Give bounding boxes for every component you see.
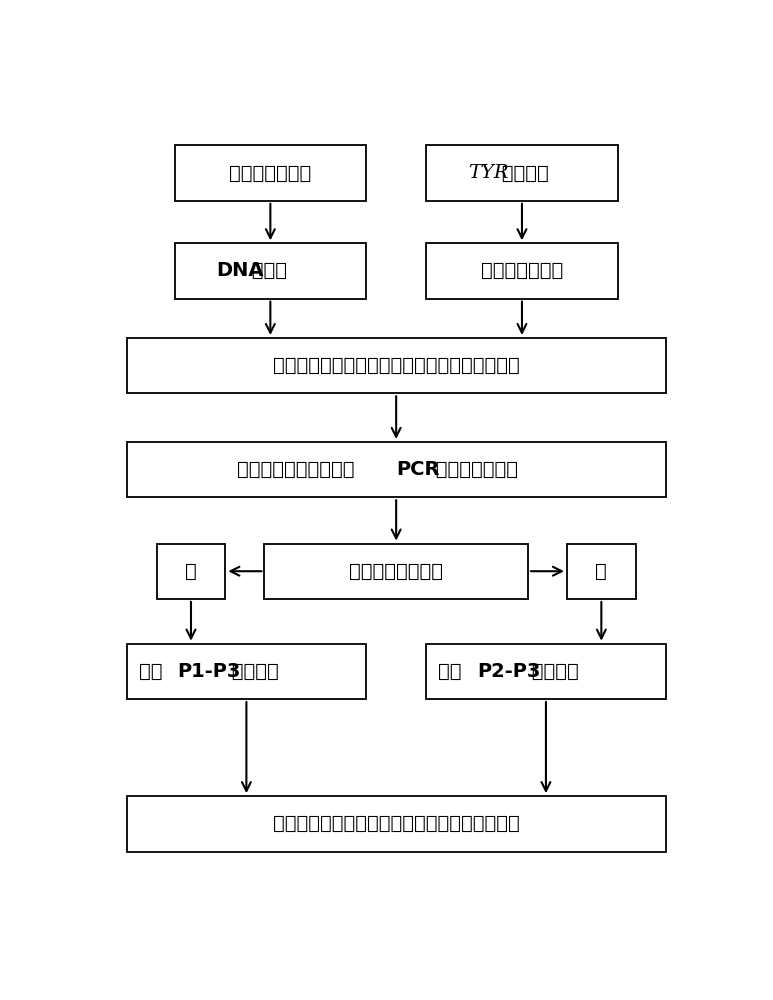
Bar [127, 442, 666, 497]
Bar [156, 544, 226, 599]
Bar [426, 243, 618, 299]
Text: 否: 否 [595, 562, 608, 581]
Bar [176, 246, 364, 296]
Text: 扩增产物: 扩增产物 [226, 662, 279, 681]
Text: P1-P3: P1-P3 [178, 662, 241, 681]
Bar [127, 796, 666, 852]
Bar [128, 646, 364, 697]
Bar [127, 644, 366, 699]
Text: 分析其序列特征: 分析其序列特征 [481, 261, 563, 280]
Text: 是: 是 [185, 562, 197, 581]
Text: 得到: 得到 [438, 662, 468, 681]
Bar [264, 544, 528, 599]
Text: DNA 的提取: DNA 的提取 [226, 261, 315, 280]
Text: 依据隐性白位点与插入片段的序列特征设计引物: 依据隐性白位点与插入片段的序列特征设计引物 [273, 356, 519, 375]
Bar [426, 145, 618, 201]
Text: 扩增产物: 扩增产物 [525, 662, 579, 681]
Text: 扩增并进行判型: 扩增并进行判型 [429, 460, 518, 479]
Text: PCR: PCR [397, 460, 440, 479]
Bar [128, 444, 664, 495]
Text: DNA: DNA [216, 261, 264, 280]
Bar [428, 646, 664, 697]
Bar [175, 145, 366, 201]
Text: 是否存在插入片段: 是否存在插入片段 [349, 562, 443, 581]
Bar [567, 544, 636, 599]
Bar [175, 243, 366, 299]
Text: 以此三条特定引物进行 PCR 扩增并进行判型: 以此三条特定引物进行 PCR 扩增并进行判型 [267, 460, 525, 479]
Bar [426, 644, 666, 699]
Text: TYR 基因序列: TYR 基因序列 [474, 164, 570, 183]
Text: 根据基因型结果，结合育种需要选留纯合子个体: 根据基因型结果，结合育种需要选留纯合子个体 [273, 814, 519, 833]
Text: 的提取: 的提取 [245, 261, 288, 280]
Text: 以此三条特定引物进行: 以此三条特定引物进行 [237, 460, 362, 479]
Text: TYR: TYR [468, 164, 509, 182]
Bar [428, 148, 616, 199]
Bar [127, 338, 666, 393]
Text: 待测样品的收集: 待测样品的收集 [230, 164, 312, 183]
Text: 得到 P1-P3 扩增产物: 得到 P1-P3 扩增产物 [172, 662, 320, 681]
Text: 得到: 得到 [138, 662, 169, 681]
Text: TYR 基因序列: TYR 基因序列 [474, 164, 570, 183]
Text: 基因序列: 基因序列 [495, 164, 549, 183]
Text: P2-P3: P2-P3 [477, 662, 540, 681]
Text: 得到 P2-P3 扩增产物: 得到 P2-P3 扩增产物 [472, 662, 620, 681]
